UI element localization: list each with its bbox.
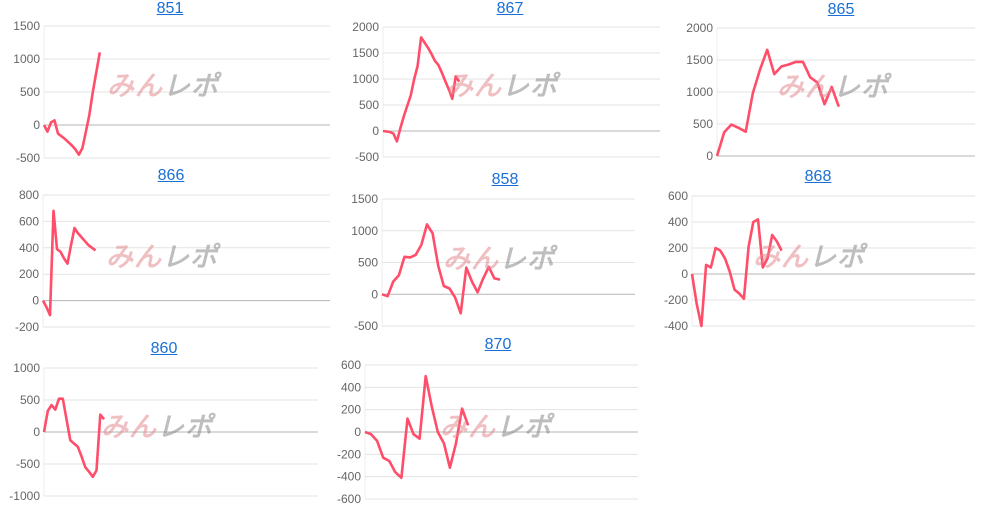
y-tick-label: 800 <box>19 188 39 202</box>
y-tick-label: 1500 <box>13 19 40 33</box>
y-tick-label: -500 <box>16 457 40 471</box>
y-tick-label: 1000 <box>13 361 40 375</box>
y-tick-label: 0 <box>681 267 688 281</box>
y-tick-label: 500 <box>20 393 40 407</box>
y-tick-label: 200 <box>341 403 361 417</box>
chart-title-link[interactable]: 860 <box>150 340 178 357</box>
line-chart-851: 1500 1000 500 0 -500 <box>13 19 330 165</box>
y-tick-label: 0 <box>706 149 713 163</box>
chart-title-link[interactable]: 870 <box>484 336 512 353</box>
series-line <box>42 52 102 156</box>
line-chart-858: 1500 1000 500 0 -500 <box>351 192 635 333</box>
y-tick-label: 400 <box>341 380 361 394</box>
line-chart-870: 600 400 200 0 -200 -400 -600 <box>337 358 638 506</box>
y-tick-label: -200 <box>15 320 39 334</box>
y-tick-label: 500 <box>693 117 713 131</box>
y-tick-label: -1000 <box>9 489 40 503</box>
y-tick-label: -200 <box>337 447 361 461</box>
y-tick-label: 600 <box>19 214 39 228</box>
y-tick-label: -200 <box>664 293 688 307</box>
y-tick-label: 600 <box>341 358 361 372</box>
y-tick-label: -400 <box>664 319 688 333</box>
line-chart-867: 2000 1500 1000 500 0 -500 <box>352 20 660 164</box>
y-tick-label: 600 <box>668 189 688 203</box>
line-chart-860: 1000 500 0 -500 -1000 <box>9 361 318 503</box>
chart-title-link[interactable]: 851 <box>156 0 184 17</box>
y-tick-label: 0 <box>33 425 40 439</box>
y-tick-label: 0 <box>33 118 40 132</box>
y-tick-label: 2000 <box>352 20 379 34</box>
y-tick-label: 0 <box>372 124 379 138</box>
y-tick-label: 0 <box>371 287 378 301</box>
chart-title-link[interactable]: 868 <box>804 168 832 185</box>
chart-title-link[interactable]: 867 <box>496 0 524 17</box>
y-tick-label: 400 <box>19 241 39 255</box>
y-tick-label: -600 <box>337 492 361 506</box>
y-tick-label: -500 <box>355 150 379 164</box>
y-tick-label: 1000 <box>352 72 379 86</box>
series-line <box>364 374 470 480</box>
y-tick-label: 1000 <box>686 85 713 99</box>
chart-title-link[interactable]: 865 <box>827 1 855 18</box>
y-tick-label: 500 <box>358 256 378 270</box>
chart-title-link[interactable]: 858 <box>491 171 519 188</box>
y-tick-label: 500 <box>359 98 379 112</box>
y-tick-label: -500 <box>354 319 378 333</box>
y-tick-label: 0 <box>32 294 39 308</box>
y-tick-label: 1000 <box>13 52 40 66</box>
y-tick-label: 1000 <box>351 224 378 238</box>
series-line <box>715 48 841 157</box>
y-tick-label: 1500 <box>351 192 378 206</box>
line-chart-868: 600 400 200 0 -200 -400 <box>664 189 975 333</box>
line-chart-865: 2000 1500 1000 500 0 <box>686 21 975 163</box>
chart-title-link[interactable]: 866 <box>157 167 185 184</box>
y-tick-label: 1500 <box>352 46 379 60</box>
line-chart-866: 800 600 400 200 0 -200 <box>15 188 330 334</box>
y-tick-label: 0 <box>354 425 361 439</box>
y-tick-label: 400 <box>668 215 688 229</box>
series-line <box>41 209 97 317</box>
series-line <box>690 218 783 328</box>
series-line <box>42 397 106 479</box>
y-tick-label: 200 <box>668 241 688 255</box>
y-tick-label: 1500 <box>686 53 713 67</box>
y-tick-label: -400 <box>337 470 361 484</box>
series-line <box>381 223 501 315</box>
y-tick-label: -500 <box>16 151 40 165</box>
y-tick-label: 2000 <box>686 21 713 35</box>
y-tick-label: 500 <box>20 85 40 99</box>
y-tick-label: 200 <box>19 267 39 281</box>
series-line <box>382 36 461 143</box>
